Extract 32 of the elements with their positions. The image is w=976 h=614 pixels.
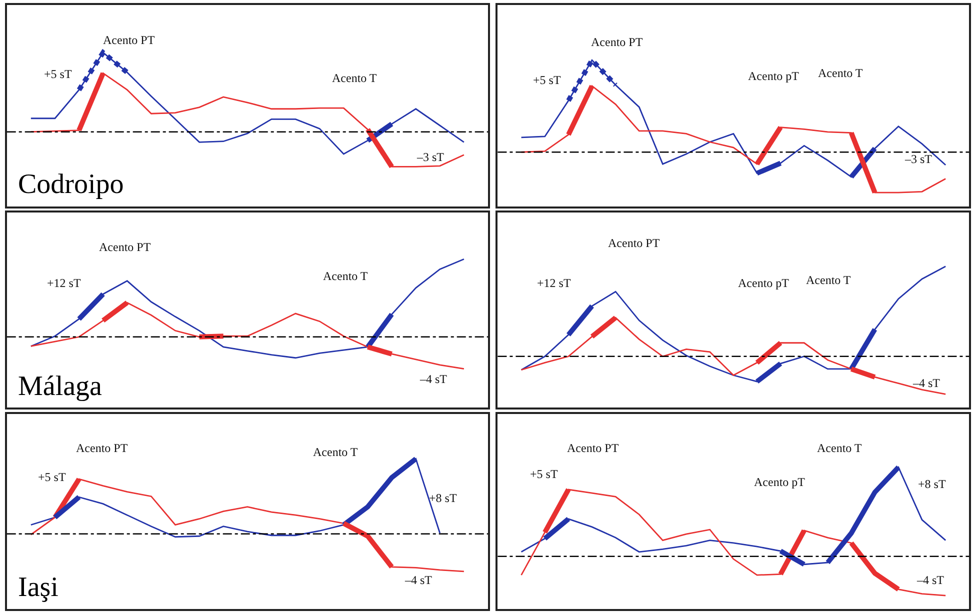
- text: Acento PT: [591, 35, 644, 49]
- text: Acento PT: [99, 240, 152, 254]
- annotation: Acento pT: [754, 475, 806, 489]
- text: –4 sT: [404, 573, 433, 587]
- text: Málaga: [18, 371, 103, 402]
- annotation: +8 sT: [429, 491, 458, 505]
- annotation: +8 sT: [918, 477, 946, 491]
- annotation: –3 sT: [904, 152, 933, 166]
- annotation: Acento T: [332, 71, 378, 85]
- annotation: Acento T: [323, 269, 368, 283]
- annotation: +12 sT: [537, 276, 572, 290]
- text: –4 sT: [419, 372, 448, 386]
- annotation: Acento pT: [748, 69, 800, 83]
- annotation: Acento T: [313, 445, 358, 459]
- annotation: Acento T: [818, 66, 864, 80]
- annotation: +5 sT: [38, 470, 66, 484]
- text: Acento PT: [103, 33, 156, 47]
- annotation: –3 sT: [416, 150, 445, 164]
- annotation: +5 sT: [533, 73, 562, 87]
- text: Acento PT: [76, 441, 128, 455]
- text: Iaşi: [18, 572, 59, 603]
- annotation: +5 sT: [530, 467, 558, 481]
- annotation: Acento pT: [738, 276, 790, 290]
- annotation: –4 sT: [916, 573, 945, 587]
- text: Acento PT: [567, 441, 620, 455]
- annotation: +12 sT: [47, 276, 82, 290]
- text: Codroipo: [18, 169, 124, 200]
- annotation: +5 sT: [44, 67, 72, 81]
- text: Acento PT: [608, 236, 660, 250]
- annotation: –4 sT: [912, 376, 941, 390]
- text: Acento T: [817, 441, 862, 455]
- annotation: Acento T: [806, 273, 852, 287]
